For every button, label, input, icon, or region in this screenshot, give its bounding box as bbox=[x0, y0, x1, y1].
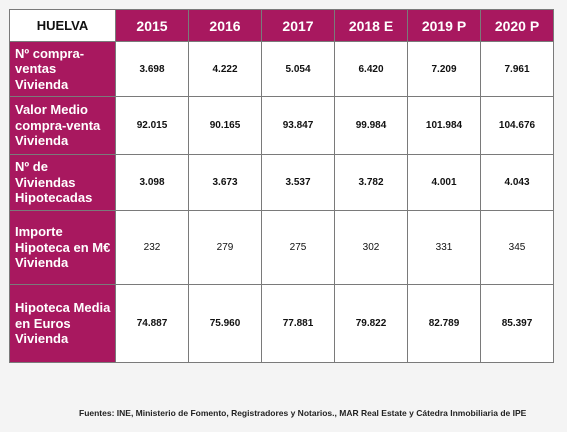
table-cell: 3.698 bbox=[115, 41, 189, 97]
table-cell: 93.847 bbox=[261, 96, 335, 155]
table-row: Importe Hipoteca en M€ Vivienda 232 279 … bbox=[9, 210, 554, 285]
table-row: Hipoteca Media en Euros Vivienda 74.887 … bbox=[9, 284, 554, 363]
table-cell: 92.015 bbox=[115, 96, 189, 155]
table-cell: 345 bbox=[480, 210, 554, 285]
table-cell: 4.222 bbox=[188, 41, 262, 97]
table-cell: 279 bbox=[188, 210, 262, 285]
year-header: 2015 bbox=[115, 9, 189, 42]
table-row: Nº de Viviendas Hipotecadas 3.098 3.673 … bbox=[9, 154, 554, 211]
row-label: Nº de Viviendas Hipotecadas bbox=[9, 154, 116, 211]
table-cell: 232 bbox=[115, 210, 189, 285]
table-cell: 104.676 bbox=[480, 96, 554, 155]
year-header: 2018 E bbox=[334, 9, 408, 42]
table-cell: 99.984 bbox=[334, 96, 408, 155]
table-cell: 4.001 bbox=[407, 154, 481, 211]
table-cell: 79.822 bbox=[334, 284, 408, 363]
table-cell: 7.961 bbox=[480, 41, 554, 97]
table-cell: 331 bbox=[407, 210, 481, 285]
table-cell: 90.165 bbox=[188, 96, 262, 155]
year-header: 2020 P bbox=[480, 9, 554, 42]
table-cell: 3.098 bbox=[115, 154, 189, 211]
table-cell: 82.789 bbox=[407, 284, 481, 363]
row-label: Importe Hipoteca en M€ Vivienda bbox=[9, 210, 116, 285]
table-cell: 6.420 bbox=[334, 41, 408, 97]
data-table-container: HUELVA 2015 2016 2017 2018 E 2019 P 2020… bbox=[9, 9, 554, 363]
table-cell: 77.881 bbox=[261, 284, 335, 363]
row-label: Hipoteca Media en Euros Vivienda bbox=[9, 284, 116, 363]
row-label: Valor Medio compra-venta Vivienda bbox=[9, 96, 116, 155]
region-header: HUELVA bbox=[9, 9, 116, 42]
table-cell: 5.054 bbox=[261, 41, 335, 97]
table-row: Valor Medio compra-venta Vivienda 92.015… bbox=[9, 96, 554, 155]
row-label: Nº compra-ventas Vivienda bbox=[9, 41, 116, 97]
table-cell: 75.960 bbox=[188, 284, 262, 363]
table-cell: 101.984 bbox=[407, 96, 481, 155]
table-cell: 74.887 bbox=[115, 284, 189, 363]
year-header: 2016 bbox=[188, 9, 262, 42]
table-cell: 3.673 bbox=[188, 154, 262, 211]
table-cell: 7.209 bbox=[407, 41, 481, 97]
sources-footnote: Fuentes: INE, Ministerio de Fomento, Reg… bbox=[79, 408, 527, 418]
year-header: 2019 P bbox=[407, 9, 481, 42]
table-cell: 4.043 bbox=[480, 154, 554, 211]
table-cell: 3.537 bbox=[261, 154, 335, 211]
year-header: 2017 bbox=[261, 9, 335, 42]
table-cell: 302 bbox=[334, 210, 408, 285]
table-cell: 3.782 bbox=[334, 154, 408, 211]
header-row: HUELVA 2015 2016 2017 2018 E 2019 P 2020… bbox=[9, 9, 554, 42]
table-row: Nº compra-ventas Vivienda 3.698 4.222 5.… bbox=[9, 41, 554, 97]
table-cell: 85.397 bbox=[480, 284, 554, 363]
housing-data-table: HUELVA 2015 2016 2017 2018 E 2019 P 2020… bbox=[9, 9, 554, 363]
table-cell: 275 bbox=[261, 210, 335, 285]
